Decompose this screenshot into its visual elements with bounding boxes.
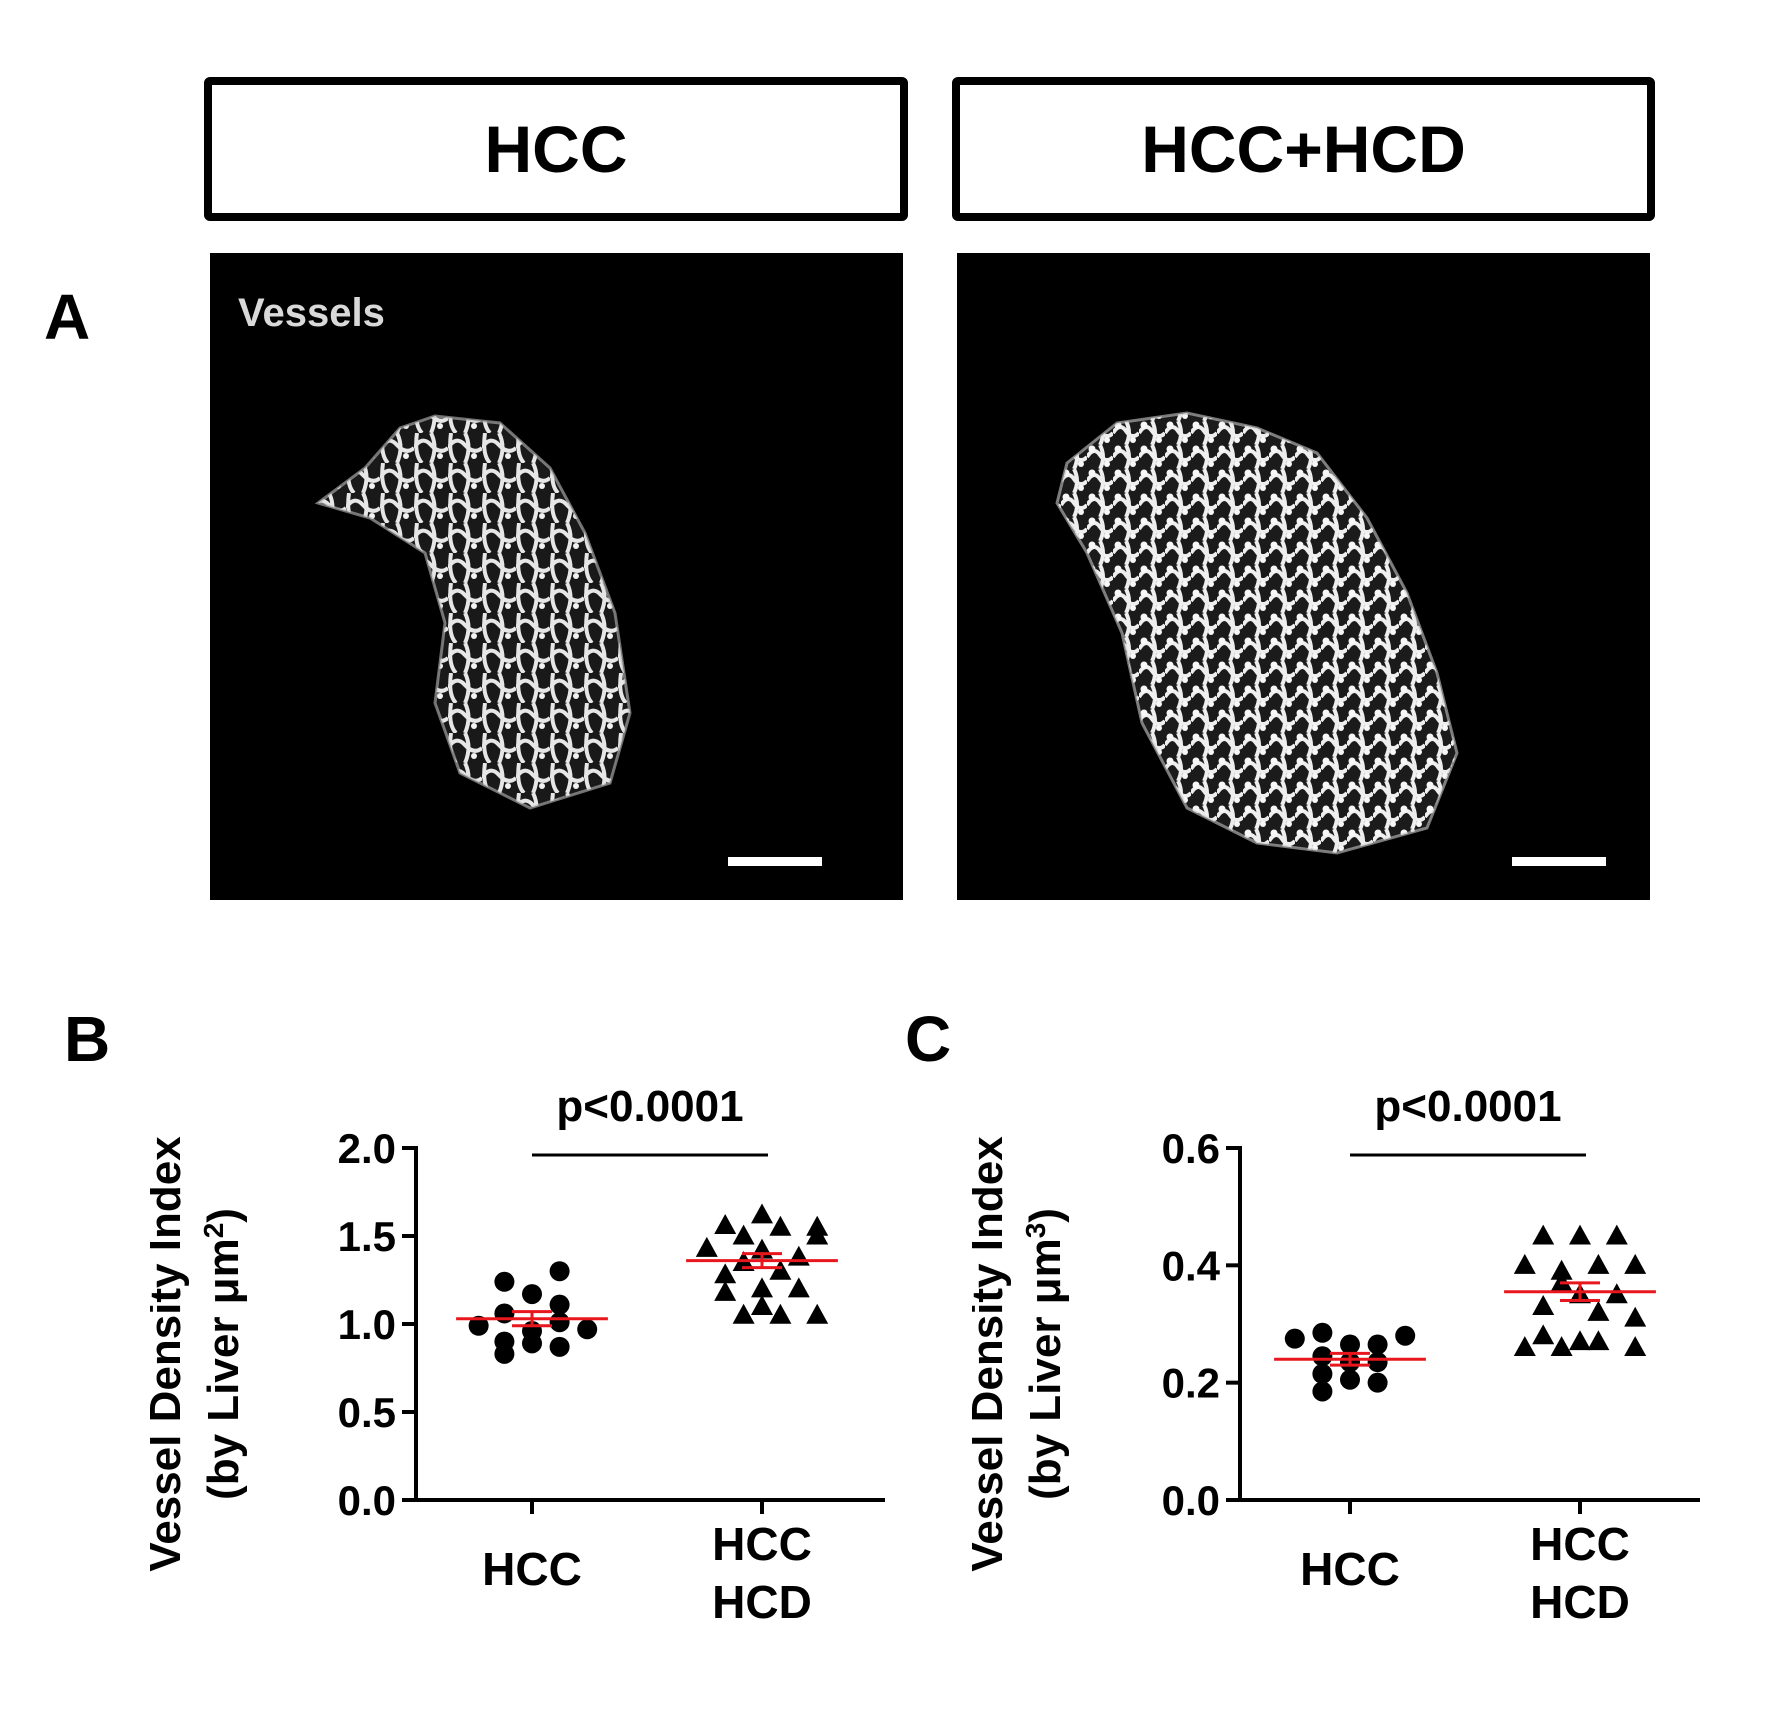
data-point-triangle — [1605, 1283, 1628, 1304]
micrograph-hcc: Vessels — [210, 253, 903, 900]
data-point-circle — [1312, 1381, 1333, 1402]
vessel-network-hcc-hcd — [1055, 411, 1459, 855]
data-point-triangle — [787, 1277, 810, 1298]
data-point-triangle — [787, 1245, 810, 1266]
y-axis-label-line1: Vessel Density Index — [972, 1136, 1012, 1572]
y-tick-label: 0.4 — [1162, 1242, 1221, 1289]
data-point-circle — [549, 1312, 570, 1333]
data-point-triangle — [1550, 1259, 1573, 1280]
data-point-triangle — [751, 1203, 773, 1224]
data-point-triangle — [1532, 1295, 1555, 1315]
data-point-triangle — [1513, 1336, 1536, 1357]
data-point-triangle — [806, 1303, 829, 1324]
data-point-triangle — [1569, 1330, 1591, 1351]
header-hcc-label: HCC — [484, 112, 628, 186]
header-hcc-hcd-label: HCC+HCD — [1141, 112, 1466, 186]
data-point-triangle — [806, 1215, 829, 1236]
data-point-triangle — [1532, 1324, 1555, 1345]
data-point-triangle — [714, 1214, 737, 1234]
data-point-triangle — [751, 1295, 773, 1315]
x-tick-label-line1: HCC — [712, 1518, 812, 1570]
data-point-circle — [1340, 1369, 1360, 1390]
y-axis-label: Vessel Density Index(by Liver μm3) — [972, 1136, 1070, 1572]
y-tick-label: 1.5 — [338, 1213, 396, 1260]
panel-letter-b: B — [64, 1003, 111, 1075]
panel-letter-a: A — [44, 281, 91, 353]
header-hcc: HCC — [204, 77, 908, 221]
y-tick-label: 0.0 — [1162, 1477, 1220, 1524]
data-point-triangle — [1624, 1336, 1647, 1357]
micrograph-label: Vessels — [238, 291, 385, 335]
data-point-circle — [577, 1319, 598, 1340]
scale-bar-hcc-hcd — [1512, 857, 1606, 866]
data-point-triangle — [1587, 1330, 1610, 1351]
data-point-circle — [1284, 1328, 1305, 1349]
data-point-triangle — [1532, 1224, 1555, 1245]
data-point-triangle — [714, 1263, 737, 1284]
chart-b: Vessel Density Index(by Liver μm2) 0.0 0.5… — [150, 1082, 885, 1628]
data-point-triangle — [769, 1259, 792, 1280]
y-axis-label-line1: Vessel Density Index — [150, 1136, 190, 1572]
data-point-triangle — [1569, 1224, 1591, 1245]
data-point-triangle — [1550, 1336, 1573, 1357]
data-point-triangle — [751, 1277, 773, 1298]
vessel-network-hcc — [314, 414, 632, 810]
data-point-circle — [549, 1294, 570, 1315]
data-point-triangle — [732, 1303, 755, 1324]
p-value-annotation: p<0.0001 — [556, 1082, 743, 1131]
y-tick-label: 0.2 — [1162, 1360, 1220, 1407]
data-point-circle — [1367, 1352, 1388, 1373]
data-point-triangle — [1513, 1253, 1536, 1274]
y-tick-label: 1.0 — [338, 1301, 396, 1348]
data-point-circle — [522, 1284, 542, 1305]
y-axis-label-sup: 3 — [1020, 1223, 1051, 1239]
scale-bar-hcc — [728, 857, 822, 866]
data-point-circle — [549, 1336, 570, 1357]
y-tick-label: 2.0 — [338, 1125, 396, 1172]
p-value-annotation: p<0.0001 — [1374, 1082, 1561, 1131]
header-hcc-hcd: HCC+HCD — [952, 77, 1655, 221]
panel-letter-c: C — [905, 1003, 952, 1075]
data-point-triangle — [769, 1303, 792, 1324]
data-point-circle — [1340, 1334, 1360, 1355]
x-tick-label-line2: HCD — [1530, 1576, 1630, 1628]
micrograph-hcc-hcd — [957, 253, 1650, 900]
y-axis-label: Vessel Density Index(by Liver μm2) — [150, 1136, 248, 1572]
chart-c: Vessel Density Index(by Liver μm3) 0.0 0.2… — [972, 1082, 1700, 1628]
data-point-triangle — [769, 1215, 792, 1236]
data-point-circle — [1312, 1346, 1333, 1367]
data-point-triangle — [1605, 1224, 1628, 1245]
x-tick-label-line2: HCD — [712, 1576, 812, 1628]
data-point-circle — [494, 1303, 515, 1324]
y-axis-label-sup: 2 — [198, 1223, 229, 1239]
data-point-circle — [468, 1315, 489, 1336]
data-point-triangle — [732, 1224, 755, 1245]
data-point-circle — [1367, 1334, 1388, 1355]
x-tick-label: HCC — [482, 1543, 582, 1595]
y-tick-label: 0.6 — [1162, 1125, 1220, 1172]
data-point-circle — [1312, 1322, 1333, 1343]
data-point-triangle — [1624, 1306, 1647, 1327]
y-tick-label: 0.0 — [338, 1477, 396, 1524]
data-point-circle — [1395, 1325, 1416, 1346]
y-axis-label-line2: (by Liver μm — [199, 1238, 248, 1500]
data-point-triangle — [714, 1280, 737, 1301]
data-point-triangle — [1624, 1253, 1647, 1274]
y-axis-label-close: ) — [199, 1208, 248, 1223]
data-point-circle — [549, 1261, 570, 1282]
y-axis-label-close: ) — [1021, 1208, 1070, 1223]
data-point-triangle — [1587, 1253, 1610, 1274]
data-point-circle — [494, 1271, 515, 1292]
y-axis-label-line2: (by Liver μm — [1021, 1238, 1070, 1500]
data-point-triangle — [695, 1236, 718, 1257]
data-point-circle — [1312, 1363, 1333, 1384]
data-point-circle — [494, 1343, 515, 1364]
data-point-circle — [1367, 1372, 1388, 1393]
y-tick-label: 0.5 — [338, 1389, 396, 1436]
data-point-circle — [522, 1333, 542, 1354]
data-point-triangle — [1587, 1300, 1610, 1321]
x-tick-label: HCC — [1300, 1543, 1400, 1595]
x-tick-label-line1: HCC — [1530, 1518, 1630, 1570]
